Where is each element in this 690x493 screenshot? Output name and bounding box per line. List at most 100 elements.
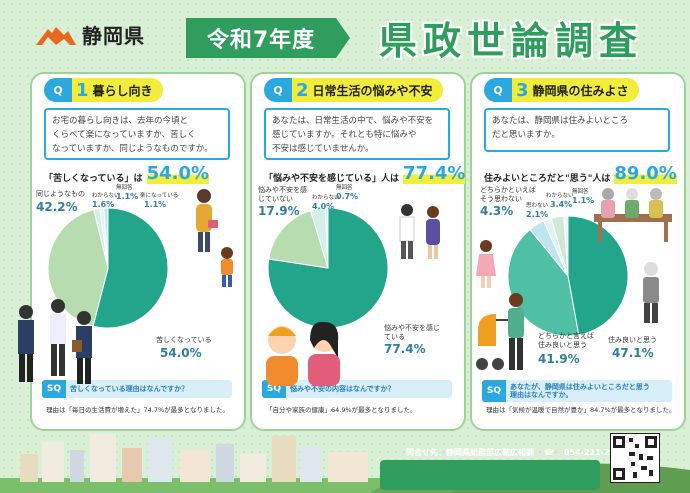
era-badge: 令和7年度	[186, 18, 350, 58]
label-no-answer: 無回答	[572, 189, 589, 195]
question-header: Q 3 静岡県の住みよさ	[484, 78, 639, 102]
couple-illustration	[399, 204, 440, 259]
headline-label: 「苦しくなっている」は	[44, 174, 143, 184]
sq-tag: SQ	[42, 380, 66, 398]
label-no: 思わない	[526, 203, 549, 209]
logo-text: 静岡県	[82, 24, 145, 48]
value-easier: 1.1%	[144, 200, 167, 209]
girl-illustration	[476, 240, 496, 288]
question-line: だと思いますか。	[492, 130, 560, 140]
q-label: Q	[484, 78, 512, 102]
value-anxious: 77.4%	[384, 342, 426, 356]
headline: 「苦しくなっている」は 54.0%	[44, 162, 234, 184]
headline: 「悩みや不安を感じている」人は 77.4%	[264, 162, 466, 184]
value-no-answer: 1.1%	[572, 196, 595, 205]
pie-chart-q2	[267, 207, 389, 329]
label-anxious: 悩みや不安を感じている	[384, 324, 440, 341]
value-unknown: 4.0%	[312, 202, 335, 211]
value-good: 47.1%	[612, 346, 654, 360]
pie-slice	[268, 209, 329, 269]
question-line: なっていますか、同じようなものですか。	[52, 144, 213, 154]
phone-number: 054-221-2235	[563, 447, 627, 457]
sq-text: 苦しくなっている理由はなんですか？	[70, 385, 189, 393]
sub-question: SQ 苦しくなっている理由はなんですか？	[42, 380, 232, 398]
city-skyline-illustration	[0, 434, 690, 493]
headline-label: 住みよいところだと"思う"人は	[484, 174, 611, 184]
pie-slice	[324, 207, 329, 269]
q-number: 2	[296, 79, 309, 101]
sq-text: 悩みや不安の内容はなんですか？	[290, 385, 395, 393]
value-no-answer: 1.1%	[116, 192, 139, 201]
label-same: 同じようなもの	[36, 190, 85, 198]
woman-with-bag-illustration	[196, 189, 218, 252]
question-line: あなたは、静岡県は住みよいところ	[492, 116, 629, 126]
question-line: くらべて楽になっていますか、苦しく	[52, 130, 196, 140]
pie-slice	[92, 207, 169, 329]
elderly-group-illustration	[594, 188, 672, 242]
pie-chart-q1	[47, 207, 169, 329]
question-text: あなたは、日常生活の中で、悩みや不安を 感じていますか。それとも特に悩みや 不安…	[264, 108, 450, 160]
sub-question: SQ 悩みや不安の内容はなんですか？	[262, 380, 452, 398]
q-label: Q	[44, 78, 72, 102]
worried-people-illustration	[266, 321, 340, 386]
mother-with-stroller-illustration	[476, 293, 524, 370]
question-text: あなたは、静岡県は住みよいところ だと思いますか。	[484, 108, 670, 152]
sub-question: SQ あなたが、静岡県は住みよいところだと思う 理由はなんですか。	[482, 380, 672, 402]
question-header: Q 1 暮らし向き	[44, 78, 163, 102]
headline: 住みよいところだと"思う"人は 89.0%	[484, 162, 677, 184]
label-unknown: わからない	[312, 195, 340, 201]
value-rather-not: 4.3%	[480, 204, 514, 218]
pie-slice	[103, 207, 109, 269]
sq-text: あなたが、静岡県は住みよいところだと思う 理由はなんですか。	[510, 383, 650, 399]
headline-value: 77.4%	[403, 163, 466, 184]
contact-info: 問合せ先：静岡県総務部広聴広報課 ☎ 054-221-2235	[406, 442, 626, 462]
sq-tag: SQ	[482, 380, 506, 402]
label-not-anxious: 悩みや不安を感じていない	[258, 186, 307, 203]
mount-fuji-logo-icon	[36, 26, 76, 45]
label-good: 住み良いと思う	[608, 336, 657, 344]
value-harder: 54.0%	[160, 346, 202, 360]
pie-slice	[47, 209, 109, 327]
value-unknown: 1.6%	[92, 200, 115, 209]
q-number: 3	[516, 79, 529, 101]
label-unknown: わからない	[546, 193, 574, 199]
question-line: お宅の暮らし向きは、去年の今頃と	[52, 116, 189, 126]
q-number: 1	[76, 79, 89, 101]
pie-chart-q3	[507, 215, 629, 337]
phone-icon: ☎	[544, 447, 554, 457]
label-rather-not: どちらかといえば そう思わない	[480, 186, 536, 203]
label-unknown: わからない	[92, 193, 120, 199]
label-easier: 楽になっている	[140, 193, 179, 199]
pie-slice	[563, 215, 569, 277]
page-title: 県政世論調査	[378, 18, 643, 63]
question-header: Q 2 日常生活の悩みや不安	[264, 78, 443, 102]
question-line: 不安は感じていませんか。	[272, 144, 374, 154]
child-illustration	[221, 247, 233, 287]
pie-slice	[567, 215, 629, 336]
label-rather-good: どちらかと言えば 住み良いと思う	[538, 332, 594, 349]
label-no-answer: 無回答	[336, 185, 353, 191]
prefecture-logo: 静岡県	[34, 20, 145, 49]
elderly-man-illustration	[643, 262, 659, 323]
value-no: 2.1%	[526, 210, 549, 219]
q-title: 暮らし向き	[92, 83, 153, 98]
value-unknown: 3.4%	[550, 200, 573, 209]
value-rather-good: 41.9%	[538, 352, 580, 366]
reason-text: 「自分や家族の健康」64.9%が最多となりました。	[266, 406, 417, 414]
contact-label: 問合せ先：静岡県総務部広聴広報課	[406, 447, 534, 457]
qr-code[interactable]	[610, 433, 660, 483]
question-text: お宅の暮らし向きは、去年の今頃と くらべて楽になっていますか、苦しく なっていま…	[44, 108, 230, 160]
headline-label: 「悩みや不安を感じている」人は	[264, 174, 400, 184]
reason-text: 理由は「気候が温暖で自然が豊か」84.7%が最多となりました。	[486, 406, 676, 414]
label-harder: 苦しくなっている	[156, 336, 212, 344]
panel-q3: Q 3 静岡県の住みよさ あなたは、静岡県は住みよいところ だと思いますか。 住…	[470, 72, 686, 431]
question-line: あなたは、日常生活の中で、悩みや不安を	[272, 116, 434, 126]
value-same: 42.2%	[36, 200, 78, 214]
q-label: Q	[264, 78, 292, 102]
q-title: 静岡県の住みよさ	[532, 83, 629, 98]
value-no-answer: 0.7%	[336, 192, 359, 201]
office-workers-illustration	[18, 299, 92, 384]
q-title: 日常生活の悩みや不安	[312, 83, 433, 98]
headline-value: 89.0%	[614, 163, 677, 184]
label-no-answer: 無回答	[116, 185, 133, 191]
